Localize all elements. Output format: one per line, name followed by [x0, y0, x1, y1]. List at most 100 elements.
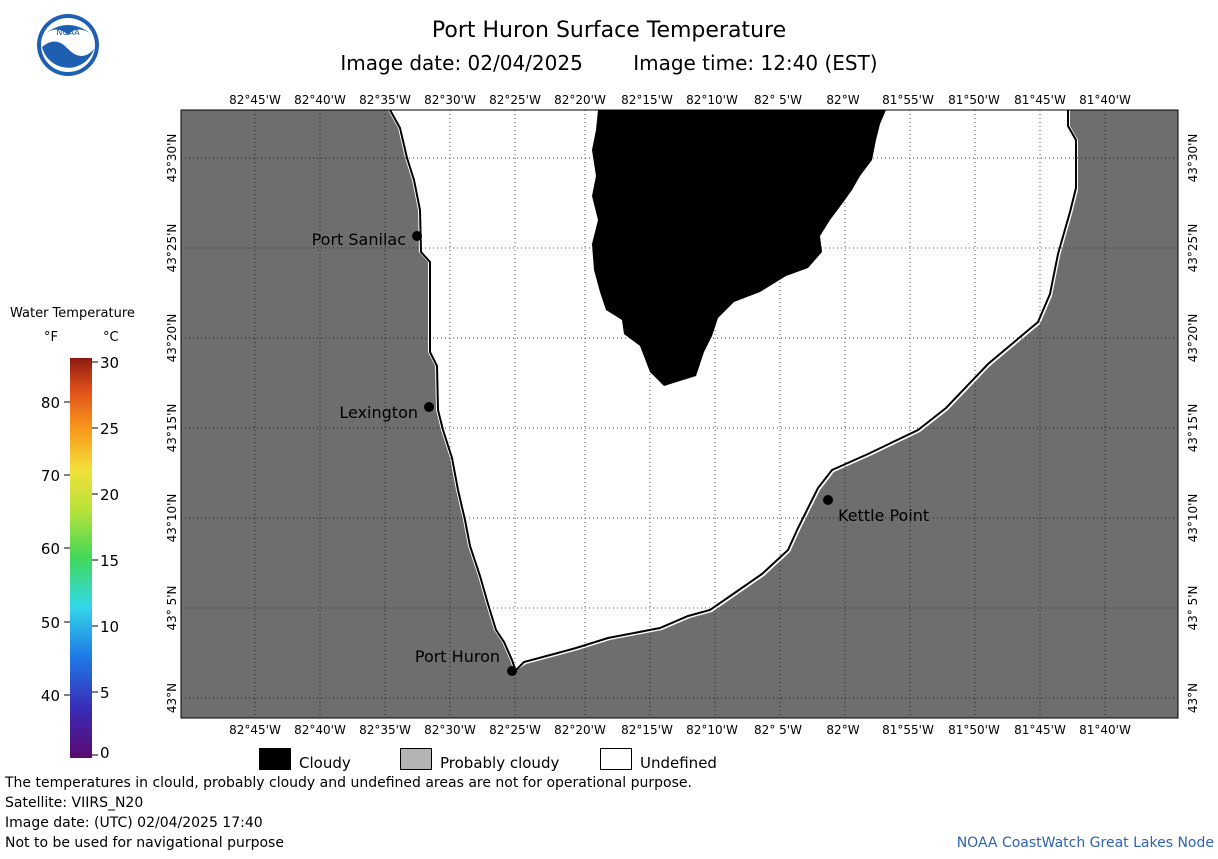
lon-label: 82°20'W	[554, 93, 606, 107]
map-title: Port Huron Surface Temperature	[431, 18, 787, 43]
shoreline-west	[389, 109, 517, 673]
lon-label: 81°55'W	[882, 93, 934, 107]
c-tick-label: 0	[100, 744, 110, 762]
lon-label: 81°45'W	[1014, 723, 1066, 737]
lat-label: 43°25'N	[165, 224, 179, 273]
cloud-area	[592, 110, 886, 386]
lon-label: 82°40'W	[294, 723, 346, 737]
f-tick-label: 50	[41, 614, 60, 632]
lat-label: 43°20'N	[1186, 314, 1200, 363]
lon-label: 82°35'W	[359, 723, 411, 737]
place-lexington[interactable]: Lexington	[339, 402, 434, 422]
f-tick-label: 70	[41, 467, 60, 485]
lat-label: 43° 5'N	[165, 586, 179, 631]
lon-label: 81°55'W	[882, 723, 934, 737]
lon-label: 82° 5'W	[754, 723, 802, 737]
land-ontario	[514, 110, 1178, 718]
lat-label: 43°N	[1186, 683, 1200, 713]
place-label: Port Sanilac	[312, 230, 406, 249]
lon-label: 82°20'W	[554, 723, 606, 737]
navigation-disclaimer: Not to be used for navigational purpose	[5, 835, 284, 851]
lon-label: 82°15'W	[621, 723, 673, 737]
lon-label: 81°40'W	[1079, 93, 1131, 107]
satellite-info: Satellite: VIIRS_N20	[5, 795, 144, 811]
place-kettle-point[interactable]: Kettle Point	[823, 495, 929, 525]
colorbar-ticks	[64, 361, 98, 756]
lat-label: 43°15'N	[1186, 404, 1200, 453]
f-tick-label: 80	[41, 394, 60, 412]
land-michigan	[181, 110, 514, 718]
place-label: Port Huron	[415, 647, 500, 666]
lon-label: 82°30'W	[424, 723, 476, 737]
lat-label: 43°30'N	[165, 134, 179, 183]
lon-labels-top: 82°45'W 82°40'W 82°35'W 82°30'W 82°25'W …	[229, 93, 1131, 107]
lon-label: 82°45'W	[229, 93, 281, 107]
lat-label: 43°10'N	[1186, 494, 1200, 543]
lon-label: 81°45'W	[1014, 93, 1066, 107]
colorbar-f-unit: °F	[44, 330, 58, 345]
cloudy-swatch	[259, 748, 291, 770]
graticule	[181, 110, 1178, 718]
image-time: Image time: 12:40 (EST)	[633, 51, 878, 75]
lat-label: 43° 5'N	[1186, 586, 1200, 631]
image-date: Image date: 02/04/2025	[340, 51, 583, 75]
lon-label: 81°40'W	[1079, 723, 1131, 737]
lon-label: 81°50'W	[948, 723, 1000, 737]
logo-text: NOAA	[56, 28, 80, 37]
lon-label: 82°30'W	[424, 93, 476, 107]
shoreline-east	[515, 110, 1077, 671]
colorbar-c-unit: °C	[103, 330, 119, 345]
lon-label: 82°W	[826, 723, 859, 737]
lat-labels-right: 43°30'N 43°25'N 43°20'N 43°15'N 43°10'N …	[1186, 134, 1200, 714]
lon-label: 81°50'W	[948, 93, 1000, 107]
f-tick-label: 40	[41, 687, 60, 705]
c-tick-label: 20	[100, 486, 119, 504]
c-tick-label: 15	[100, 552, 119, 570]
location-dot-icon	[412, 231, 422, 241]
lat-label: 43°N	[165, 683, 179, 713]
credit-link[interactable]: NOAA CoastWatch Great Lakes Node	[956, 835, 1214, 851]
lon-label: 82°25'W	[489, 723, 541, 737]
c-tick-label: 30	[100, 354, 119, 372]
image-datetime: Image date: 02/04/2025 Image time: 12:40…	[0, 51, 1218, 75]
colorbar-title: Water Temperature	[10, 306, 135, 321]
undefined-swatch	[600, 748, 632, 770]
c-tick-label: 10	[100, 618, 119, 636]
disclaimer-note: The temperatures in clould, probably clo…	[5, 775, 692, 791]
temperature-colorbar	[70, 358, 92, 758]
lon-label: 82°10'W	[686, 93, 738, 107]
place-label: Lexington	[339, 403, 418, 422]
place-label: Kettle Point	[838, 506, 929, 525]
location-dot-icon	[424, 402, 434, 412]
colorbar-f-labels: 80 70 60 50 40	[41, 394, 60, 705]
legend-probably-cloudy-label: Probably cloudy	[440, 754, 560, 772]
lon-label: 82° 5'W	[754, 93, 802, 107]
lon-label: 82°45'W	[229, 723, 281, 737]
place-port-huron[interactable]: Port Huron	[415, 647, 517, 676]
lon-label: 82°15'W	[621, 93, 673, 107]
probably-cloudy-swatch	[400, 748, 432, 770]
c-tick-label: 25	[100, 420, 119, 438]
lat-label: 43°20'N	[165, 314, 179, 363]
lat-labels-left: 43°30'N 43°25'N 43°20'N 43°15'N 43°10'N …	[165, 134, 179, 714]
location-dot-icon	[823, 495, 833, 505]
lon-label: 82°10'W	[686, 723, 738, 737]
f-tick-label: 60	[41, 540, 60, 558]
lon-labels-bottom: 82°45'W 82°40'W 82°35'W 82°30'W 82°25'W …	[229, 723, 1131, 737]
lon-label: 82°35'W	[359, 93, 411, 107]
lat-label: 43°25'N	[1186, 224, 1200, 273]
legend-cloudy-label: Cloudy	[299, 754, 351, 772]
lon-label: 82°25'W	[489, 93, 541, 107]
lat-label: 43°10'N	[165, 494, 179, 543]
lat-label: 43°30'N	[1186, 134, 1200, 183]
place-port-sanilac[interactable]: Port Sanilac	[312, 230, 422, 249]
lon-label: 82°W	[826, 93, 859, 107]
lat-label: 43°15'N	[165, 404, 179, 453]
noaa-logo-icon: NOAA	[37, 14, 99, 76]
location-dot-icon	[507, 666, 517, 676]
map-border	[180, 109, 1179, 719]
lon-label: 82°40'W	[294, 93, 346, 107]
c-tick-label: 5	[100, 684, 110, 702]
utc-date: Image date: (UTC) 02/04/2025 17:40	[5, 815, 263, 831]
